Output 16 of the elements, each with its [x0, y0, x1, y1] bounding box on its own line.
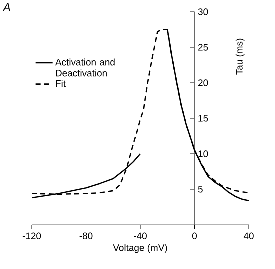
y-tick-label: 5: [198, 186, 203, 193]
x-tick-label: 40: [244, 232, 254, 240]
y-tick-label: 25: [198, 44, 208, 51]
x-tick-label: 0: [192, 232, 198, 240]
legend-label: Activation and Deactivation: [56, 58, 115, 77]
x-tick-label: -40: [134, 232, 147, 240]
x-axis-title: Voltage (mV): [113, 244, 168, 254]
x-tick-label: -80: [80, 232, 93, 240]
y-tick-label: 15: [198, 115, 208, 122]
y-axis-title: Tau (ms): [236, 38, 245, 75]
y-tick-label: 20: [198, 80, 208, 86]
legend-label: Fit: [56, 80, 66, 88]
x-tick-label: -120: [22, 232, 42, 240]
y-tick-label: 10: [198, 150, 208, 158]
text: A: [2, 4, 10, 12]
y-tick-label: 30: [198, 8, 208, 16]
